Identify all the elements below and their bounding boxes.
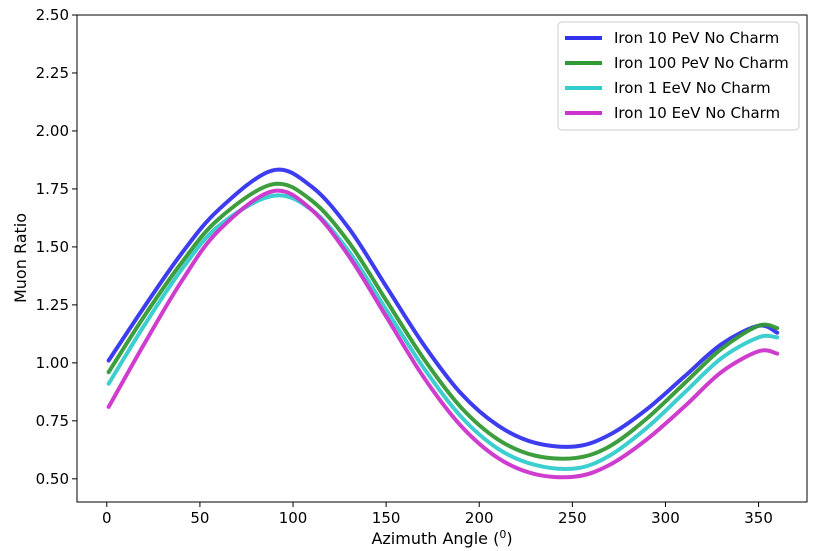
legend-label: Iron 10 EeV No Charm [614,104,780,122]
legend-box [557,21,800,131]
y-axis-label: Muon Ratio [11,213,30,303]
y-tick-label: 1.00 [36,354,69,372]
legend-item: Iron 100 PeV No Charm [565,54,789,72]
legend: Iron 10 PeV No Charm Iron 100 PeV No Char… [557,21,800,131]
legend-items: Iron 10 PeV No Charm Iron 100 PeV No Char… [565,29,789,122]
x-tick-label: 0 [102,509,112,527]
series-line [106,188,780,480]
series-line [106,193,780,471]
y-tick-label: 0.75 [36,412,69,430]
x-tick-label: 50 [190,509,209,527]
series-layer [106,167,780,480]
x-axis-label-text: Azimuth Angle ( [371,529,499,548]
legend-item: Iron 10 PeV No Charm [565,29,779,47]
x-tick-label: 150 [372,509,401,527]
legend-label: Iron 1 EeV No Charm [614,79,771,97]
y-tick-label: 1.75 [36,180,69,198]
series-line [106,167,780,449]
x-tick-label: 250 [558,509,587,527]
x-axis: 0 50 100 150 200 250 300 350 [102,502,773,527]
y-tick-label: 0.50 [36,470,69,488]
y-tick-label: 2.50 [36,6,69,24]
y-tick-label: 1.25 [36,296,69,314]
legend-label: Iron 10 PeV No Charm [614,29,779,47]
y-tick-label: 2.00 [36,122,69,140]
x-axis-label: Azimuth Angle (0) [371,528,512,548]
x-tick-label: 350 [744,509,773,527]
x-axis-label-superscript: 0 [499,528,506,541]
y-tick-label: 2.25 [36,64,69,82]
legend-item: Iron 10 EeV No Charm [565,104,780,122]
legend-item: Iron 1 EeV No Charm [565,79,771,97]
x-tick-label: 300 [651,509,680,527]
series-line [106,181,780,461]
x-axis-label-suffix: ) [506,529,512,548]
x-tick-label: 200 [465,509,494,527]
legend-label: Iron 100 PeV No Charm [614,54,789,72]
y-tick-label: 1.50 [36,238,69,256]
x-tick-label: 100 [279,509,308,527]
y-axis: 0.50 0.75 1.00 1.25 1.50 1.75 2.00 2.25 2.50 [36,6,77,488]
